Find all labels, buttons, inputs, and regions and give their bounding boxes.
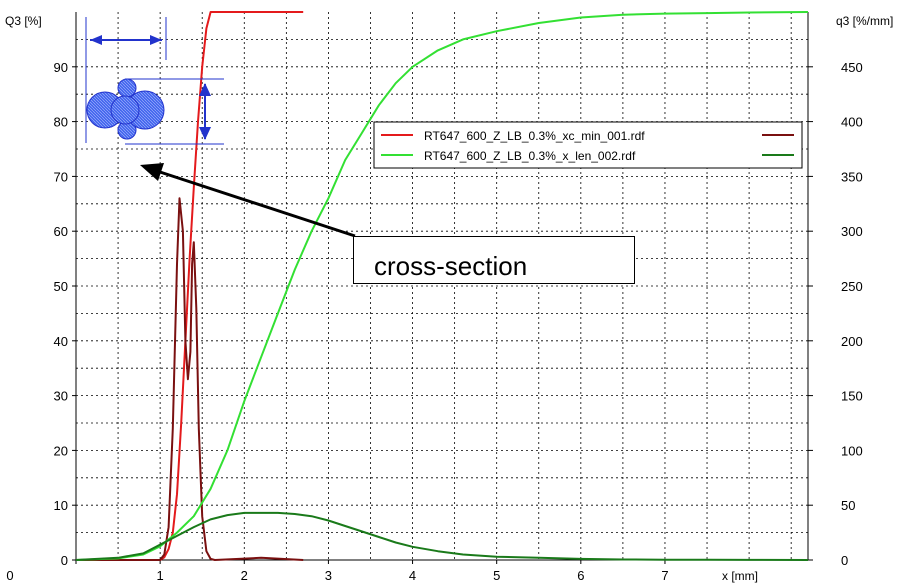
series-line-4-q3 — [75, 511, 809, 561]
y-right-tick-label: 450 — [841, 60, 863, 75]
x-axis-label: x [mm] — [722, 569, 758, 583]
y-left-tick-label: 80 — [54, 115, 68, 130]
grid — [76, 12, 808, 560]
y-right-tick-label: 400 — [841, 115, 863, 130]
legend-label-2: RT647_600_Z_LB_0.3%_x_len_002.rdf — [424, 149, 636, 163]
y-right-tick-label: 250 — [841, 279, 863, 294]
y-right-tick-label: 300 — [841, 224, 863, 239]
y-left-tick-label: 50 — [54, 279, 68, 294]
series-line-3-Q3 — [75, 11, 809, 561]
axes — [72, 12, 813, 564]
annotation-box: cross-section — [353, 236, 635, 284]
x-tick-label: 7 — [661, 568, 668, 583]
y-left-tick-label: 20 — [54, 443, 68, 458]
annotation-arrow — [140, 163, 356, 238]
y-left-tick-label: 60 — [54, 224, 68, 239]
legend-box — [373, 121, 803, 169]
x-tick-label: 4 — [409, 568, 416, 583]
annotation-text: cross-section — [374, 251, 528, 281]
x-tick-label: 1 — [157, 568, 164, 583]
series-line-1-Q3 — [76, 11, 304, 561]
y-right-tick-label: 150 — [841, 389, 863, 404]
y-left-tick-label: 30 — [54, 389, 68, 404]
x-tick-label: 0 — [6, 568, 13, 583]
y-left-tick-label: 90 — [54, 60, 68, 75]
x-tick-label: 6 — [577, 568, 584, 583]
y-left-tick-label: 10 — [54, 498, 68, 513]
x-tick-label: 5 — [493, 568, 500, 583]
y-left-tick-label: 0 — [61, 553, 68, 568]
series-line-2-q3 — [76, 197, 304, 561]
particle-cluster-icon — [85, 17, 224, 145]
y-axis-label-right: q3 [%/mm] — [836, 14, 893, 28]
y-right-tick-label: 100 — [841, 443, 863, 458]
y-right-tick-label: 350 — [841, 169, 863, 184]
y-axis-label-left: Q3 [%] — [5, 14, 42, 28]
y-right-tick-label: 0 — [841, 553, 848, 568]
y-right-tick-label: 200 — [841, 334, 863, 349]
x-tick-label: 3 — [325, 568, 332, 583]
tick-labels: 0102030405060708090050100150200250300350… — [6, 60, 862, 583]
x-tick-label: 2 — [241, 568, 248, 583]
legend-label-1: RT647_600_Z_LB_0.3%_xc_min_001.rdf — [424, 129, 645, 143]
y-left-tick-label: 70 — [54, 169, 68, 184]
y-right-tick-label: 50 — [841, 498, 855, 513]
y-left-tick-label: 40 — [54, 334, 68, 349]
legend: RT647_600_Z_LB_0.3%_xc_min_001.rdf RT647… — [373, 121, 803, 169]
series-lines — [75, 11, 809, 561]
